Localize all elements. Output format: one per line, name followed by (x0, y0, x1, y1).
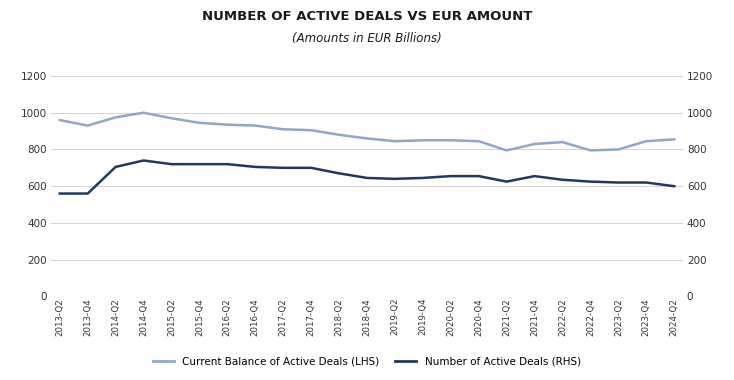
Current Balance of Active Deals (LHS) (167, 116, 176, 120)
Current Balance of Active Deals (LHS) (139, 111, 148, 115)
Number of Active Deals (RHS) (642, 180, 651, 185)
Number of Active Deals (RHS) (167, 162, 176, 166)
Current Balance of Active Deals (LHS) (474, 139, 483, 144)
Current Balance of Active Deals (LHS) (418, 138, 427, 142)
Current Balance of Active Deals (LHS) (446, 138, 455, 142)
Current Balance of Active Deals (LHS) (502, 148, 511, 153)
Current Balance of Active Deals (LHS) (670, 137, 679, 142)
Current Balance of Active Deals (LHS) (390, 139, 399, 144)
Legend: Current Balance of Active Deals (LHS), Number of Active Deals (RHS): Current Balance of Active Deals (LHS), N… (149, 353, 585, 371)
Number of Active Deals (RHS) (670, 184, 679, 188)
Number of Active Deals (RHS) (195, 162, 204, 166)
Current Balance of Active Deals (LHS) (195, 120, 204, 125)
Number of Active Deals (RHS) (614, 180, 622, 185)
Current Balance of Active Deals (LHS) (55, 118, 64, 122)
Current Balance of Active Deals (LHS) (335, 133, 344, 137)
Number of Active Deals (RHS) (363, 176, 371, 180)
Text: (Amounts in EUR Billions): (Amounts in EUR Billions) (292, 32, 442, 45)
Number of Active Deals (RHS) (307, 166, 316, 170)
Current Balance of Active Deals (LHS) (642, 139, 651, 144)
Current Balance of Active Deals (LHS) (586, 148, 595, 153)
Number of Active Deals (RHS) (474, 174, 483, 178)
Current Balance of Active Deals (LHS) (251, 123, 260, 128)
Text: NUMBER OF ACTIVE DEALS VS EUR AMOUNT: NUMBER OF ACTIVE DEALS VS EUR AMOUNT (202, 10, 532, 22)
Number of Active Deals (RHS) (558, 177, 567, 182)
Number of Active Deals (RHS) (390, 177, 399, 181)
Number of Active Deals (RHS) (83, 191, 92, 196)
Current Balance of Active Deals (LHS) (363, 136, 371, 141)
Number of Active Deals (RHS) (112, 165, 120, 169)
Current Balance of Active Deals (LHS) (83, 123, 92, 128)
Line: Current Balance of Active Deals (LHS): Current Balance of Active Deals (LHS) (59, 113, 675, 150)
Number of Active Deals (RHS) (139, 158, 148, 163)
Current Balance of Active Deals (LHS) (223, 122, 232, 127)
Number of Active Deals (RHS) (55, 191, 64, 196)
Number of Active Deals (RHS) (335, 171, 344, 176)
Current Balance of Active Deals (LHS) (307, 128, 316, 133)
Current Balance of Active Deals (LHS) (614, 147, 622, 152)
Line: Number of Active Deals (RHS): Number of Active Deals (RHS) (59, 160, 675, 193)
Number of Active Deals (RHS) (279, 166, 288, 170)
Current Balance of Active Deals (LHS) (112, 115, 120, 120)
Number of Active Deals (RHS) (223, 162, 232, 166)
Number of Active Deals (RHS) (446, 174, 455, 178)
Current Balance of Active Deals (LHS) (279, 127, 288, 131)
Number of Active Deals (RHS) (251, 165, 260, 169)
Current Balance of Active Deals (LHS) (530, 142, 539, 146)
Number of Active Deals (RHS) (418, 176, 427, 180)
Current Balance of Active Deals (LHS) (558, 140, 567, 144)
Number of Active Deals (RHS) (530, 174, 539, 178)
Number of Active Deals (RHS) (502, 179, 511, 184)
Number of Active Deals (RHS) (586, 179, 595, 184)
